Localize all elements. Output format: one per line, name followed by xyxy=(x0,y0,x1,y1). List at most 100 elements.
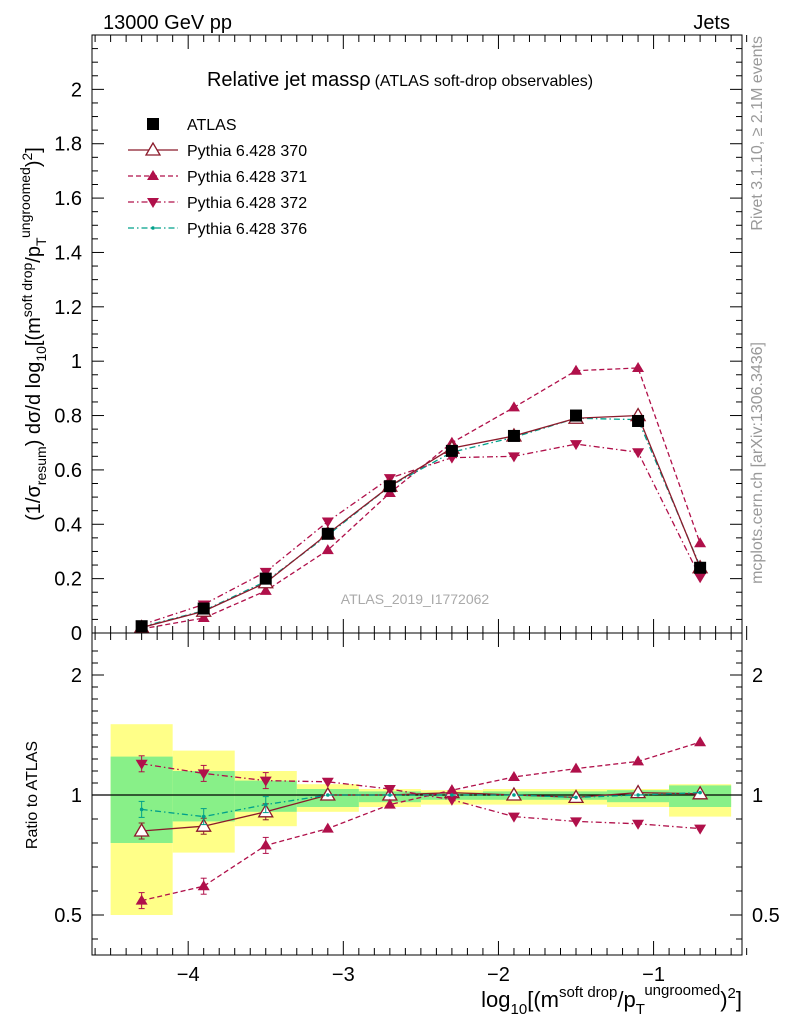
ratio-panel: 0.5 0.5 1 1 2 2 −4 −3 −2 −1 Ratio to ATLAS log10… xyxy=(24,632,780,1018)
main-data-point xyxy=(321,517,334,528)
ratio-y-tick-label: 2 xyxy=(71,665,82,687)
ratio-y-tick-label-right: 0.5 xyxy=(752,905,780,927)
ratio-y-ticks: 0.5 0.5 1 1 2 2 xyxy=(54,650,780,940)
main-y-tick-label: 0.4 xyxy=(54,514,82,536)
ratio-data-point xyxy=(383,785,396,795)
ratio-data-point xyxy=(321,822,334,833)
ratio-data-point xyxy=(263,802,268,807)
main-y-tick-label: 0.8 xyxy=(54,406,82,428)
main-y-tick-label: 0.6 xyxy=(54,460,82,482)
main-y-ticks: 0 0.2 0.4 0.6 0.8 1 1.2 1.4 1.6 1.8 2 xyxy=(54,48,742,645)
main-series-line xyxy=(141,367,701,630)
ratio-data-point xyxy=(698,790,702,795)
main-data-point xyxy=(197,602,210,615)
main-data-point xyxy=(694,537,707,548)
ylabel-slash: /p xyxy=(23,246,45,263)
legend-label: Pythia 6.428 371 xyxy=(187,169,307,186)
legend-marker xyxy=(147,198,159,208)
xlabel-sup3: 2 xyxy=(728,985,736,1002)
xlabel-prefix-sub: 10 xyxy=(511,1001,528,1018)
ratio-data-point xyxy=(259,776,272,787)
ratio-data-point xyxy=(139,807,144,812)
main-data-point xyxy=(259,572,272,585)
main-y-tick-label: 1.2 xyxy=(54,297,82,319)
ylabel-sup1: soft drop xyxy=(19,263,35,318)
ylabel-sub2: T xyxy=(33,237,49,246)
x-tick-label: −4 xyxy=(177,964,200,986)
main-data-point xyxy=(445,444,458,457)
x-tick-label: −2 xyxy=(487,964,510,986)
main-series-line xyxy=(141,414,701,629)
legend-entry-1: Pythia 6.428 370 xyxy=(128,141,307,160)
ratio-data-point xyxy=(445,784,458,795)
main-panel: 0 0.2 0.4 0.6 0.8 1 1.2 1.4 1.6 1.8 2 ATLAS_2019_I… xyxy=(17,34,748,645)
ratio-series xyxy=(133,736,709,910)
ratio-data-point xyxy=(570,762,583,773)
main-data-point xyxy=(507,429,520,442)
main-data-point xyxy=(694,573,707,584)
legend-marker xyxy=(144,141,162,156)
ratio-data-point xyxy=(450,793,454,797)
main-data-point xyxy=(694,561,707,574)
ratio-y-tick-label: 1 xyxy=(71,785,82,807)
ylabel-sup3: 2 xyxy=(19,152,35,160)
ratio-y-axis-label: Ratio to ATLAS xyxy=(24,741,41,849)
rivet-label: Rivet 3.1.10, ≥ 2.1M events xyxy=(749,36,766,231)
legend: ATLAS Pythia 6.428 370 Pythia 6.428 371 Pyt… xyxy=(128,117,307,238)
main-data-point xyxy=(570,440,583,451)
ratio-data-point xyxy=(636,793,640,797)
legend-label: Pythia 6.428 376 xyxy=(187,221,307,238)
chart-title-main: Relative jet massρ xyxy=(207,69,371,91)
ratio-y-tick-label: 0.5 xyxy=(54,905,82,927)
main-y-tick-label: 1.4 xyxy=(54,242,82,264)
ratio-data-point xyxy=(445,795,458,806)
ratio-series-line xyxy=(141,741,701,902)
main-y-tick-label: 0 xyxy=(71,623,82,645)
ratio-data-point xyxy=(574,795,578,800)
main-data-point xyxy=(259,584,272,595)
ratio-data-point xyxy=(507,812,520,823)
main-y-tick-label: 2 xyxy=(71,79,82,101)
main-series-line xyxy=(141,417,701,628)
main-data-point xyxy=(632,448,645,459)
ratio-x-ticks: −4 −3 −2 −1 xyxy=(94,633,748,986)
main-data-point xyxy=(507,401,520,412)
ratio-data-point xyxy=(632,819,645,830)
ratio-data-point xyxy=(512,793,516,797)
ylabel-end: ] xyxy=(23,147,45,153)
ratio-data-point xyxy=(570,817,583,828)
ratio-frame xyxy=(91,632,743,956)
ylabel-prefix: (1/σ xyxy=(23,485,45,521)
main-data-point xyxy=(321,544,334,555)
ratio-data-point xyxy=(388,793,392,797)
ratio-series-line xyxy=(141,791,701,832)
category-label: Jets xyxy=(693,12,730,34)
ratio-data-point xyxy=(133,822,150,837)
x-tick-label: −3 xyxy=(332,964,355,986)
ratio-series-1 xyxy=(135,736,707,910)
chart-title: Relative jet massρ (ATLAS soft-drop obser… xyxy=(207,69,593,91)
ratio-data-point xyxy=(694,736,707,747)
legend-marker xyxy=(151,226,155,230)
ratio-series-3 xyxy=(138,790,702,826)
ratio-y-tick-label-right: 1 xyxy=(752,785,763,807)
main-x-ticks xyxy=(94,35,748,633)
ratio-data-point xyxy=(135,759,148,770)
ylabel-close: ) xyxy=(23,160,45,167)
legend-entry-3: Pythia 6.428 372 xyxy=(128,195,307,212)
main-y-tick-label: 1.8 xyxy=(54,134,82,156)
ylabel-prefix-sub: resum xyxy=(33,446,49,485)
xlabel-sub2: T xyxy=(636,1001,645,1018)
legend-label: ATLAS xyxy=(187,117,237,134)
legend-entry-2: Pythia 6.428 371 xyxy=(128,169,307,186)
main-watermark: ATLAS_2019_I1772062 xyxy=(341,591,490,607)
ratio-data-point xyxy=(201,814,206,819)
legend-entry-4: Pythia 6.428 376 xyxy=(128,221,307,238)
ratio-data-point xyxy=(195,817,212,832)
ylabel-sup2: ungroomed xyxy=(17,167,33,238)
ratio-data-point xyxy=(694,824,707,835)
legend-label: Pythia 6.428 370 xyxy=(187,143,307,160)
main-y-axis-label: (1/σresum) dσ/d log10[(msoft drop/pTungr… xyxy=(17,147,49,521)
main-data-point xyxy=(383,480,396,493)
